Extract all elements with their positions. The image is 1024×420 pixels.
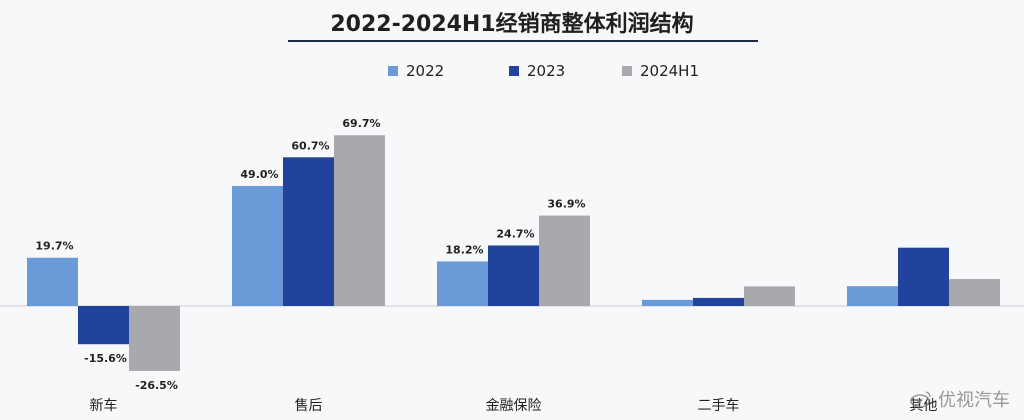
data-label: 49.0%	[240, 168, 278, 181]
legend-swatch	[509, 66, 519, 76]
data-label: -15.6%	[84, 352, 127, 365]
data-label: 69.7%	[342, 117, 380, 130]
weibo-icon	[910, 391, 931, 408]
watermark: 优视汽车	[910, 386, 1010, 412]
legend-label: 2022	[406, 62, 445, 80]
data-label: -26.5%	[135, 379, 178, 392]
bar-2024h1-1	[334, 135, 385, 306]
data-label: 60.7%	[291, 139, 329, 152]
bar-2023-0	[78, 306, 129, 345]
data-label: 18.2%	[445, 243, 483, 256]
bar-2022-1	[232, 185, 283, 306]
bar-2024h1-3	[744, 286, 795, 306]
bar-2024h1-2	[539, 215, 590, 306]
title-underline	[288, 40, 758, 42]
legend-item-2024h1: 2024H1	[622, 62, 699, 80]
bar-2023-2	[488, 245, 539, 306]
chart-title: 2022-2024H1经销商整体利润结构	[330, 12, 694, 37]
data-label: 19.7%	[35, 240, 73, 253]
legend-label: 2023	[527, 62, 566, 80]
bar-2022-2	[437, 261, 488, 306]
legend-swatch	[622, 66, 632, 76]
legend-label: 2024H1	[640, 62, 699, 80]
category-label: 金融保险	[486, 398, 542, 414]
bar-2024h1-4	[949, 279, 1000, 306]
bar-2022-3	[642, 299, 693, 306]
category-label: 售后	[295, 398, 323, 414]
category-label: 二手车	[698, 397, 740, 414]
bar-2023-3	[693, 297, 744, 306]
legend: 2022 2023 2024H1	[0, 62, 1024, 86]
data-label: 24.7%	[496, 227, 534, 240]
category-label: 新车	[90, 397, 118, 414]
legend-item-2023: 2023	[509, 62, 565, 80]
legend-swatch	[388, 66, 398, 76]
bar-2023-4	[898, 247, 949, 306]
bar-2024h1-0	[129, 306, 180, 371]
bar-2022-0	[27, 257, 78, 306]
data-label: 36.9%	[547, 198, 585, 211]
legend-item-2022: 2022	[388, 62, 444, 80]
bar-2022-4	[847, 286, 898, 306]
bar-2023-1	[283, 157, 334, 306]
watermark-text: 优视汽车	[938, 390, 1010, 411]
